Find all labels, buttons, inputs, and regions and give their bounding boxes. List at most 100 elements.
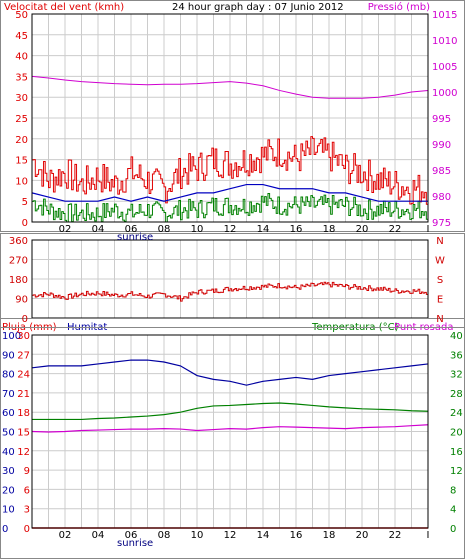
hour-tick-label: 20 — [356, 530, 369, 541]
direction-tick-label: 180 — [9, 275, 28, 286]
hour-tick-label: 10 — [191, 530, 204, 541]
temperature-tick-label: 16 — [450, 447, 463, 458]
pressure-tick-label: 975 — [432, 218, 451, 229]
compass-label: N — [436, 314, 443, 325]
hour-tick-label: 02 — [59, 530, 72, 541]
wind-axis-label: Velocitat del vent (kmh) — [4, 2, 124, 13]
pressure-tick-label: 995 — [432, 114, 451, 125]
hour-tick-label: 10 — [191, 224, 204, 235]
temperature-tick-label: 20 — [450, 428, 463, 439]
hour-tick-label: 06 — [125, 530, 138, 541]
hour-tick-label: 12 — [224, 530, 237, 541]
wind-tick-label: 50 — [15, 10, 28, 21]
sunrise-label: sunrise — [117, 538, 153, 549]
rain-tick-label: 6 — [24, 485, 30, 496]
rain-tick-label: 21 — [17, 389, 30, 400]
temperature-tick-label: 32 — [450, 370, 463, 381]
humidity-tick-label: 80 — [2, 370, 15, 381]
wind-tick-label: 30 — [15, 93, 28, 104]
hour-tick-label: I — [427, 530, 430, 541]
temperature-tick-label: 24 — [450, 408, 463, 419]
humidity-tick-label: 50 — [2, 428, 15, 439]
hour-tick-label: 18 — [323, 530, 336, 541]
rain-tick-label: 18 — [17, 408, 30, 419]
direction-tick-label: 360 — [9, 236, 28, 247]
temperature-tick-label: 36 — [450, 350, 463, 361]
humidity-tick-label: 30 — [2, 466, 15, 477]
sunrise-label: sunrise — [117, 232, 153, 243]
dewpoint-line — [31, 424, 429, 433]
rain-tick-label: 27 — [17, 350, 30, 361]
wind-tick-label: 25 — [15, 114, 28, 125]
hour-tick-label: 12 — [224, 224, 237, 235]
direction-tick-label: 270 — [9, 256, 28, 267]
pressure-tick-label: 990 — [432, 140, 451, 151]
wind-average-line — [31, 183, 428, 202]
pressure-tick-label: 1000 — [432, 88, 457, 99]
hour-tick-label: I — [427, 224, 430, 235]
hour-tick-label: 02 — [59, 224, 72, 235]
humidity-tick-label: 70 — [2, 389, 15, 400]
hour-tick-label: 22 — [389, 224, 402, 235]
humidity-tick-label: 0 — [2, 524, 8, 535]
humidity-tick-label: 60 — [2, 408, 15, 419]
pressure-tick-label: 980 — [432, 192, 451, 203]
wind-tick-label: 15 — [15, 156, 28, 167]
hour-tick-label: 06 — [125, 224, 138, 235]
humidity-line — [31, 359, 429, 386]
panel-frame — [31, 334, 429, 529]
pressure-axis-label: Pressió (mb) — [368, 1, 430, 13]
pressure-tick-label: 1015 — [432, 10, 457, 21]
chart-title: 24 hour graph day : 07 Junio 2012 — [172, 2, 344, 13]
compass-label: N — [436, 236, 443, 247]
wind-tick-label: 0 — [22, 218, 28, 229]
hour-tick-label: 14 — [257, 224, 270, 235]
pressure-tick-label: 1010 — [432, 36, 457, 47]
wind-tick-label: 35 — [15, 72, 28, 83]
temperature-tick-label: 8 — [450, 485, 456, 496]
rain-tick-label: 24 — [17, 370, 30, 381]
temperature-line — [32, 402, 429, 421]
hour-tick-label: 08 — [158, 530, 171, 541]
humidity-tick-label: 100 — [2, 331, 21, 342]
compass-label: S — [437, 275, 443, 286]
rain-tick-label: 3 — [24, 505, 30, 516]
pressure-line — [31, 75, 429, 99]
pressure-tick-label: 985 — [432, 166, 451, 177]
wind-tick-label: 45 — [15, 31, 28, 42]
wind-tick-label: 10 — [15, 176, 28, 187]
hour-tick-label: 18 — [323, 224, 336, 235]
temperature-tick-label: 40 — [450, 331, 463, 342]
rain-tick-label: 12 — [17, 447, 30, 458]
compass-label: W — [435, 256, 445, 267]
wind-min-line — [32, 192, 429, 223]
tick-label-layer: 0510152025303540455097598098599099510001… — [2, 10, 463, 549]
humidity-tick-label: 10 — [2, 505, 15, 516]
panel-frame — [31, 13, 429, 223]
pressure-tick-label: 1005 — [432, 62, 457, 73]
temperature-tick-label: 12 — [450, 466, 463, 477]
hour-tick-label: 14 — [257, 530, 270, 541]
hour-tick-label: 22 — [389, 530, 402, 541]
rain-tick-label: 15 — [17, 428, 30, 439]
hour-tick-label: 16 — [290, 224, 303, 235]
wind-direction-line — [32, 281, 429, 302]
rain-tick-label: 30 — [17, 331, 30, 342]
temperature-tick-label: 28 — [450, 389, 463, 400]
wind-tick-label: 5 — [22, 197, 28, 208]
wind-tick-label: 20 — [15, 135, 28, 146]
temperature-tick-label: 0 — [450, 524, 456, 535]
hour-tick-label: 16 — [290, 530, 303, 541]
wind-tick-label: 40 — [15, 52, 28, 63]
rain-tick-label: 0 — [24, 524, 30, 535]
humidity-tick-label: 90 — [2, 350, 15, 361]
temperature-tick-label: 4 — [450, 505, 456, 516]
hour-tick-label: 08 — [158, 224, 171, 235]
direction-tick-label: 90 — [15, 295, 28, 306]
humidity-tick-label: 20 — [2, 485, 15, 496]
compass-label: E — [437, 295, 443, 306]
hour-tick-label: 20 — [356, 224, 369, 235]
